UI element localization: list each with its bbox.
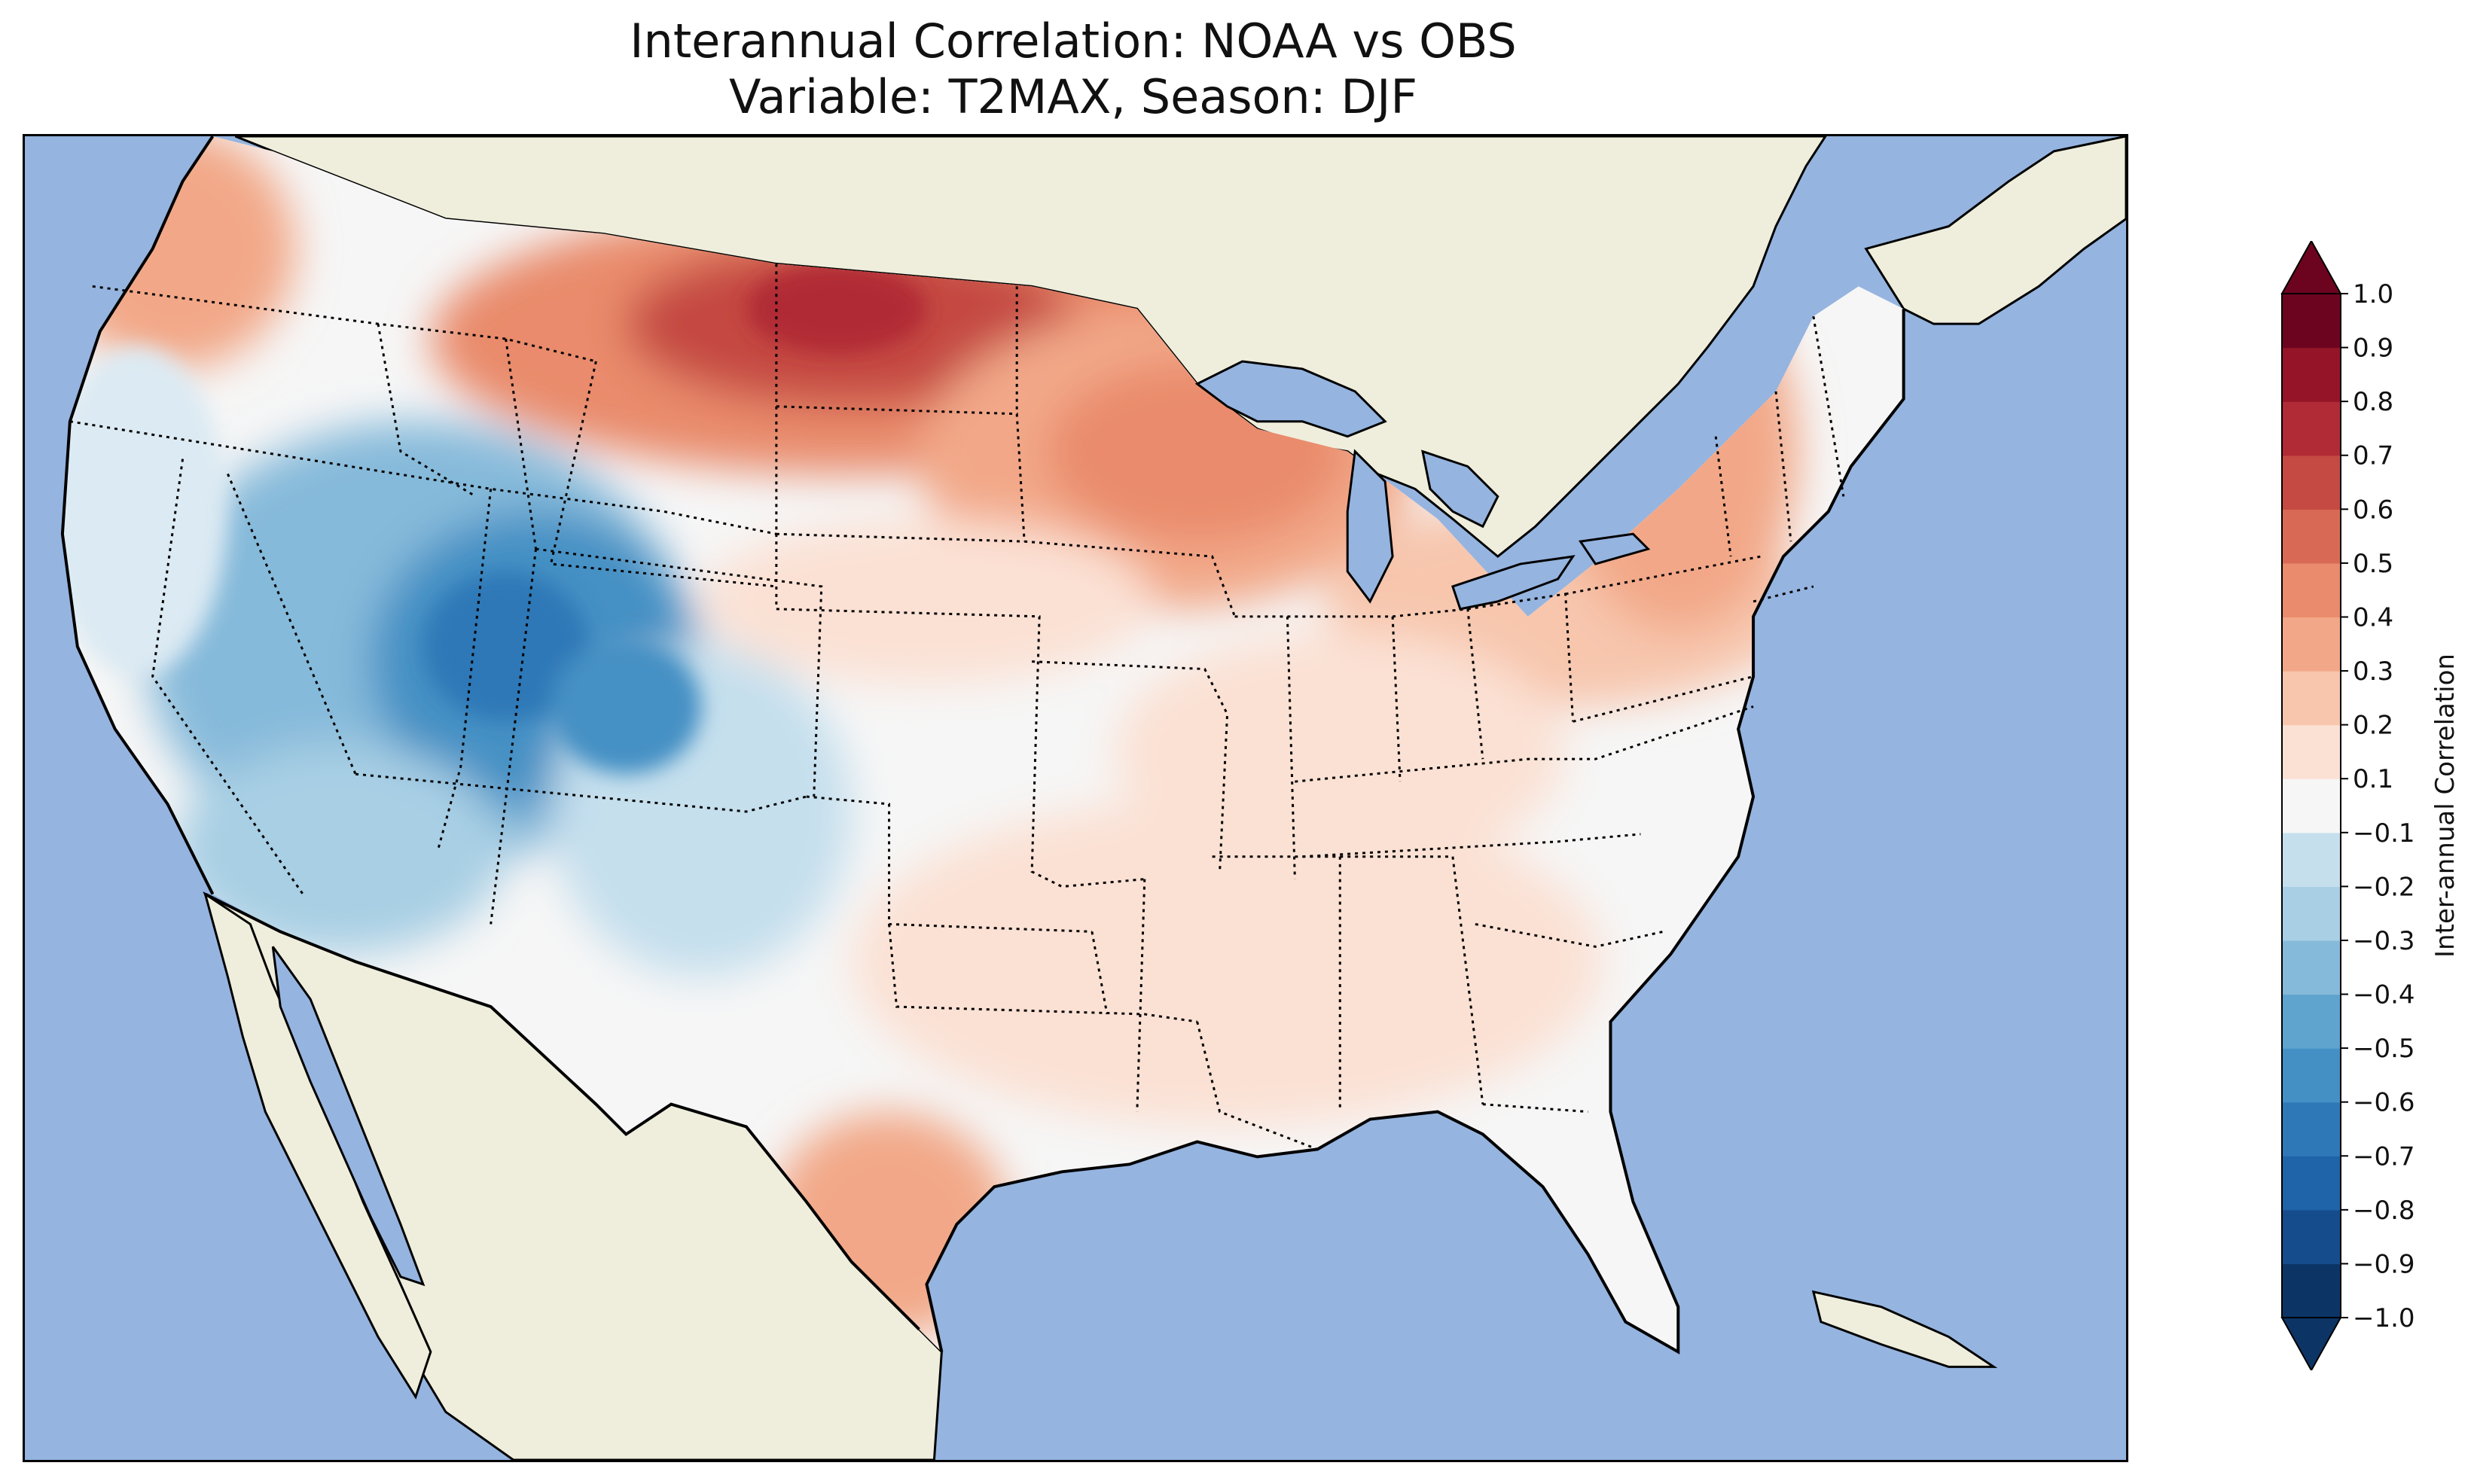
colorbar-tick-label: 0.4 <box>2353 602 2393 632</box>
title-line-1: Interannual Correlation: NOAA vs OBS <box>630 14 1517 69</box>
colorbar-tick-label: −0.5 <box>2353 1034 2415 1064</box>
colorbar-tick-label: −0.6 <box>2353 1088 2415 1118</box>
gulf-of-california <box>271 946 426 1287</box>
colorbar-band <box>2282 724 2341 779</box>
colorbar-tick-label: 0.7 <box>2353 441 2393 471</box>
great-lakes <box>1194 360 1651 611</box>
colorbar-tick-label: 0.5 <box>2353 549 2393 579</box>
colorbar-extend-max <box>2280 241 2342 294</box>
colorbar-tick-label: 1.0 <box>2353 279 2393 309</box>
colorbar-band <box>2282 779 2341 833</box>
colorbar-band <box>2282 832 2341 887</box>
colorbar-tick-label: −1.0 <box>2353 1303 2415 1333</box>
colorbar-ticks: −1.0 −0.9 −0.8 −0.7 −0.6 −0.5 −0.4 −0.3 −0.2 −0.1… <box>2341 279 2415 1333</box>
colorbar-band <box>2282 1263 2341 1318</box>
canada-landmass <box>234 136 1827 559</box>
colorbar-band <box>2282 617 2341 672</box>
colorbar-band <box>2282 1156 2341 1211</box>
colorbar-tick-label: −0.8 <box>2353 1196 2415 1226</box>
colorbar-tick-label: 0.3 <box>2353 657 2393 687</box>
colorbar-tick-label: −0.1 <box>2353 818 2415 849</box>
colorbar-band <box>2282 1048 2341 1103</box>
colorbar-tick-label: 0.1 <box>2353 764 2393 794</box>
coastlines <box>60 136 1905 1354</box>
colorbar-band <box>2282 940 2341 995</box>
colorbar-tick-label: 0.9 <box>2353 334 2393 364</box>
colorbar-tick-label: −0.2 <box>2353 872 2415 902</box>
colorbar-swatches <box>2280 241 2342 1370</box>
colorbar-canvas: −1.0 −0.9 −0.8 −0.7 −0.6 −0.5 −0.4 −0.3 −0.2 −0.1… <box>2280 241 2460 1370</box>
colorbar-band <box>2282 347 2341 402</box>
colorbar-band <box>2282 294 2341 349</box>
colorbar-band <box>2282 509 2341 564</box>
maritime-canada <box>1864 136 2126 325</box>
colorbar-tick-label: −0.9 <box>2353 1249 2415 1279</box>
colorbar-tick-label: 0.2 <box>2353 711 2393 741</box>
map-canvas <box>60 136 2126 1460</box>
colorbar-outline <box>2281 293 2341 1318</box>
colorbar-tick-label: −0.3 <box>2353 926 2415 956</box>
colorbar-band <box>2282 562 2341 618</box>
colorbar-tick-label: −0.4 <box>2353 980 2415 1010</box>
colorbar-tick-label: −0.7 <box>2353 1141 2415 1172</box>
colorbar-band <box>2282 886 2341 941</box>
cuba-island <box>1811 1290 1998 1368</box>
colorbar-extend-min <box>2280 1317 2342 1370</box>
colorbar-tick-label: 0.6 <box>2353 495 2393 525</box>
colorbar-band <box>2282 671 2341 726</box>
colorbar-band <box>2282 455 2341 510</box>
map-panel <box>23 134 2128 1462</box>
figure-title: Interannual Correlation: NOAA vs OBS Var… <box>0 14 2146 125</box>
state-borders <box>69 264 1845 1150</box>
colorbar: −1.0 −0.9 −0.8 −0.7 −0.6 −0.5 −0.4 −0.3 −0.2 −0.1… <box>2252 241 2470 1370</box>
colorbar-band <box>2282 401 2341 456</box>
colorbar-tick-label: 0.8 <box>2353 387 2393 417</box>
colorbar-band <box>2282 1209 2341 1265</box>
colorbar-band <box>2282 1102 2341 1156</box>
colorbar-label: Inter-annual Correlation <box>2430 654 2460 958</box>
title-line-2: Variable: T2MAX, Season: DJF <box>728 69 1418 124</box>
colorbar-band <box>2282 994 2341 1049</box>
